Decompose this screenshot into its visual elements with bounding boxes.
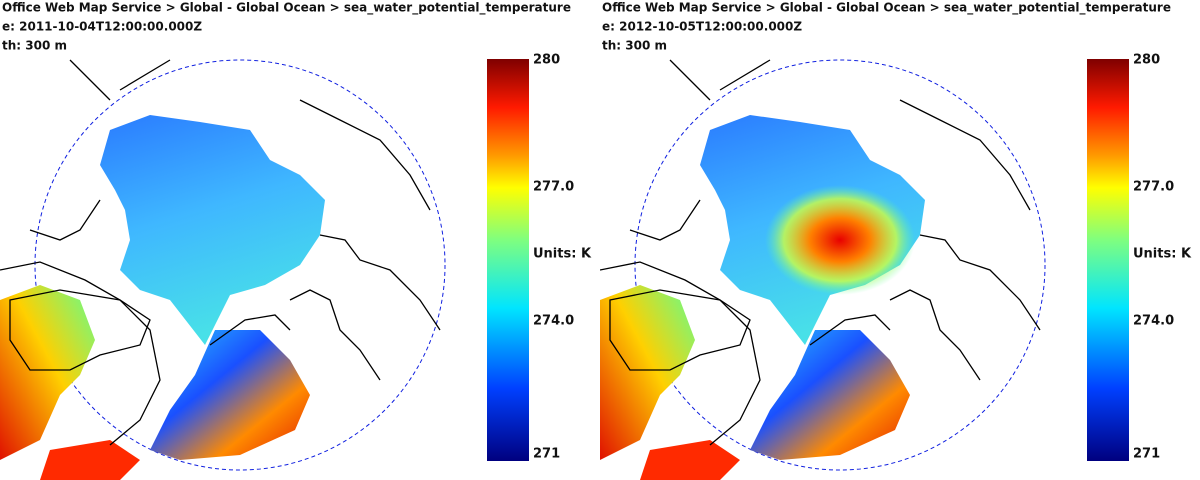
colorbar-label: 277.0: [1133, 180, 1174, 195]
map: [600, 59, 1046, 480]
depth: th: 300 m: [2, 39, 67, 53]
graticule-circle: [634, 59, 1046, 471]
colorbar: 280 277.0 Units: K 274.0 271: [487, 53, 592, 462]
atlantic: [150, 330, 310, 460]
colorbar: 280 277.0 Units: K 274.0 271: [1087, 53, 1192, 462]
date: e: 2011-10-04T12:00:00.000Z: [2, 20, 202, 34]
bering: [640, 440, 740, 480]
bering: [40, 440, 140, 480]
depth: th: 300 m: [602, 39, 667, 53]
colorbar-label: 280: [1133, 53, 1160, 68]
date: e: 2012-10-05T12:00:00.000Z: [602, 20, 802, 34]
greenland: [9, 289, 151, 371]
colorbar-label: Units: K: [533, 247, 592, 262]
map-panel: Office Web Map Service > Global - Global…: [0, 1, 592, 480]
breadcrumb: Office Web Map Service > Global - Global…: [2, 1, 571, 16]
graticule-circle: [34, 59, 446, 471]
pacific: [0, 285, 95, 460]
colorbar-label: 280: [533, 53, 560, 68]
colorbar-label: 277.0: [533, 180, 574, 195]
atlantic: [750, 330, 910, 460]
colorbar-label: 274.0: [533, 314, 574, 329]
coastline: [0, 59, 441, 446]
colorbar-scale: [1087, 59, 1129, 461]
warm-anomaly: [765, 185, 915, 295]
arctic-ocean: [100, 115, 325, 345]
colorbar-label: 271: [1133, 447, 1160, 462]
greenland: [609, 289, 751, 371]
colorbar-label: 271: [533, 447, 560, 462]
colorbar-label: Units: K: [1133, 247, 1192, 262]
pacific: [600, 285, 695, 460]
map-panel: Office Web Map Service > Global - Global…: [600, 1, 1192, 480]
colorbar-scale: [487, 59, 529, 461]
map: [0, 59, 446, 480]
colorbar-label: 274.0: [1133, 314, 1174, 329]
coastline: [600, 59, 1041, 446]
breadcrumb: Office Web Map Service > Global - Global…: [602, 1, 1171, 16]
